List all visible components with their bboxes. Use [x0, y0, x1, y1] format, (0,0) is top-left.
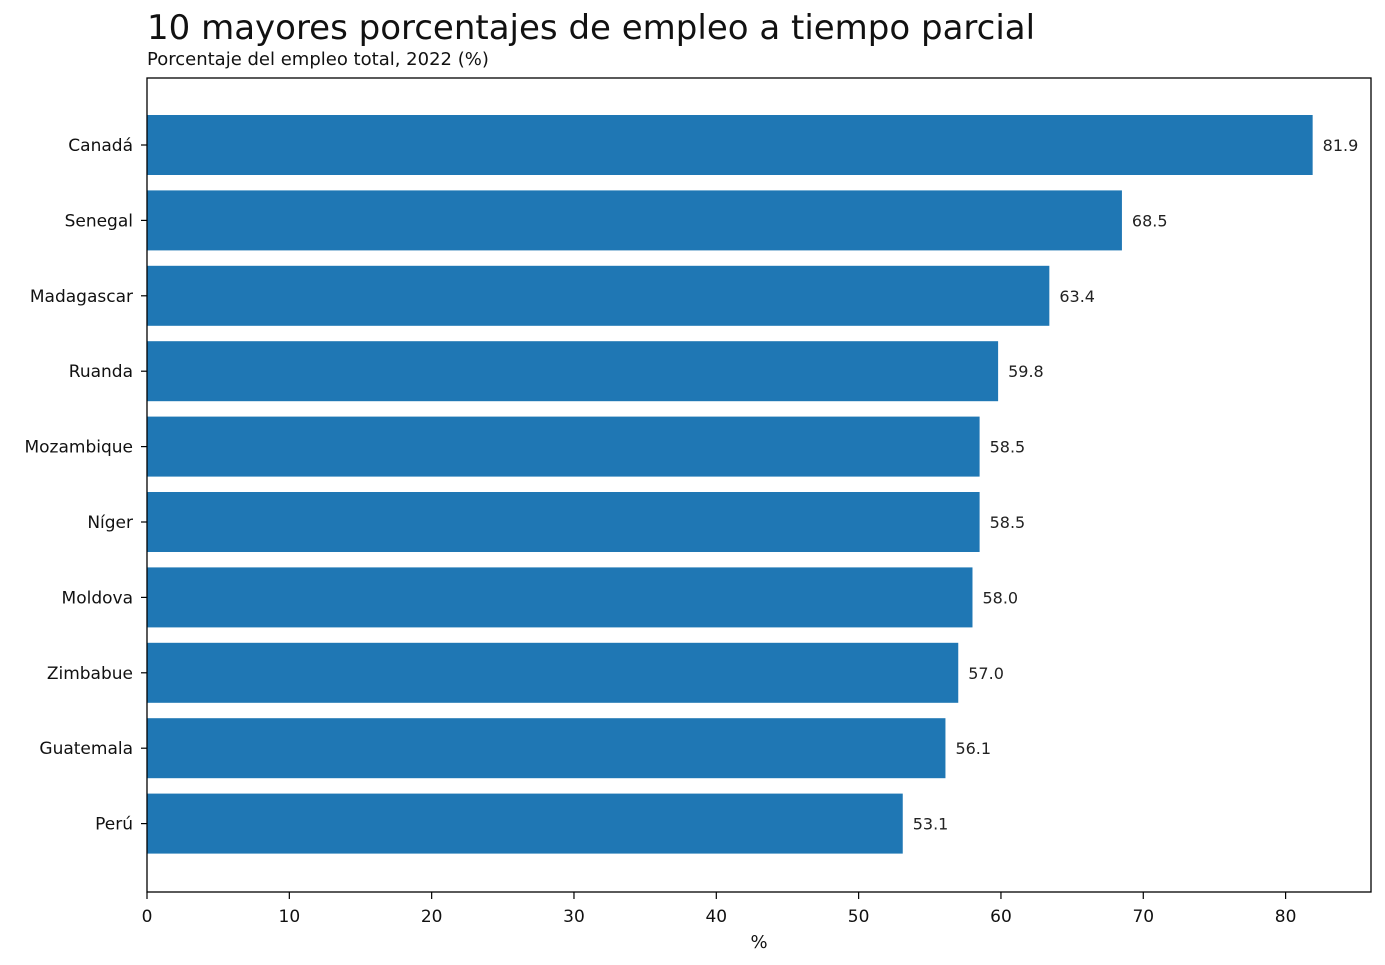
data-label: 63.4: [1059, 287, 1095, 306]
x-tick-label: 20: [421, 907, 443, 927]
x-axis-ticks: 0 10 20 30 40 50 60 70 80: [142, 892, 1297, 927]
bar: [147, 265, 1050, 326]
data-label: 58.5: [990, 438, 1026, 457]
y-tick-label: Ruanda: [69, 362, 133, 382]
x-tick-label: 0: [142, 907, 153, 927]
x-tick-label: 60: [990, 907, 1012, 927]
bar: [147, 642, 959, 703]
plot-frame: [146, 77, 1372, 893]
bar: [147, 718, 946, 779]
x-tick-label: 80: [1275, 907, 1297, 927]
data-label: 53.1: [913, 815, 949, 834]
x-tick-label: 40: [705, 907, 727, 927]
bar: [147, 190, 1122, 251]
data-label: 81.9: [1323, 136, 1359, 155]
data-label: 58.0: [982, 588, 1018, 607]
data-label: 68.5: [1132, 211, 1168, 230]
bar: [147, 341, 999, 402]
y-tick-label: Níger: [87, 513, 133, 533]
y-tick-label: Perú: [95, 815, 133, 835]
y-tick-label: Zimbabue: [47, 664, 133, 684]
bars-layer: [147, 115, 1313, 854]
y-tick-label: Senegal: [65, 211, 133, 231]
y-tick-label: Mozambique: [24, 438, 133, 458]
data-labels: 81.9 68.5 63.4 59.8 58.5 58.5 58.0 57.0 56.1 53.1: [913, 136, 1359, 834]
chart-title: 10 mayores porcentajes de empleo a tiemp…: [147, 8, 1036, 48]
y-tick-label: Moldova: [62, 588, 133, 608]
data-label: 58.5: [990, 513, 1026, 532]
bar: [147, 416, 980, 477]
x-tick-label: 30: [563, 907, 585, 927]
category-labels: Canadá Senegal Madagascar Ruanda Mozambique N…: [24, 136, 147, 835]
bar: [147, 492, 980, 552]
y-tick-label: Madagascar: [30, 287, 133, 307]
bar: [147, 567, 973, 628]
x-tick-label: 50: [848, 907, 870, 927]
chart-subtitle: Porcentaje del empleo total, 2022 (%): [147, 49, 489, 70]
data-label: 57.0: [968, 664, 1004, 683]
data-label: 59.8: [1008, 362, 1044, 381]
data-label: 56.1: [955, 739, 991, 758]
x-tick-label: 70: [1132, 907, 1154, 927]
x-tick-label: 10: [279, 907, 301, 927]
y-tick-label: Guatemala: [39, 739, 133, 759]
bar: [147, 115, 1313, 175]
bar: [147, 793, 903, 854]
y-tick-label: Canadá: [68, 136, 133, 156]
x-axis-label: %: [750, 932, 767, 953]
